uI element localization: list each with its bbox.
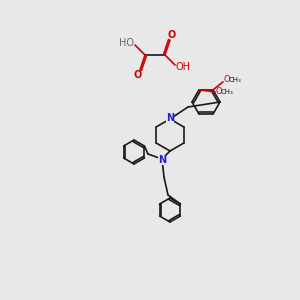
Text: OH: OH — [176, 62, 190, 72]
Text: O: O — [168, 30, 176, 40]
Text: O: O — [224, 75, 230, 84]
Text: O: O — [216, 87, 222, 96]
Text: O: O — [134, 70, 142, 80]
Text: N: N — [166, 113, 174, 123]
Text: CH₃: CH₃ — [220, 89, 233, 95]
Text: CH₃: CH₃ — [229, 77, 242, 83]
Text: HO: HO — [119, 38, 134, 48]
Text: N: N — [158, 155, 166, 165]
